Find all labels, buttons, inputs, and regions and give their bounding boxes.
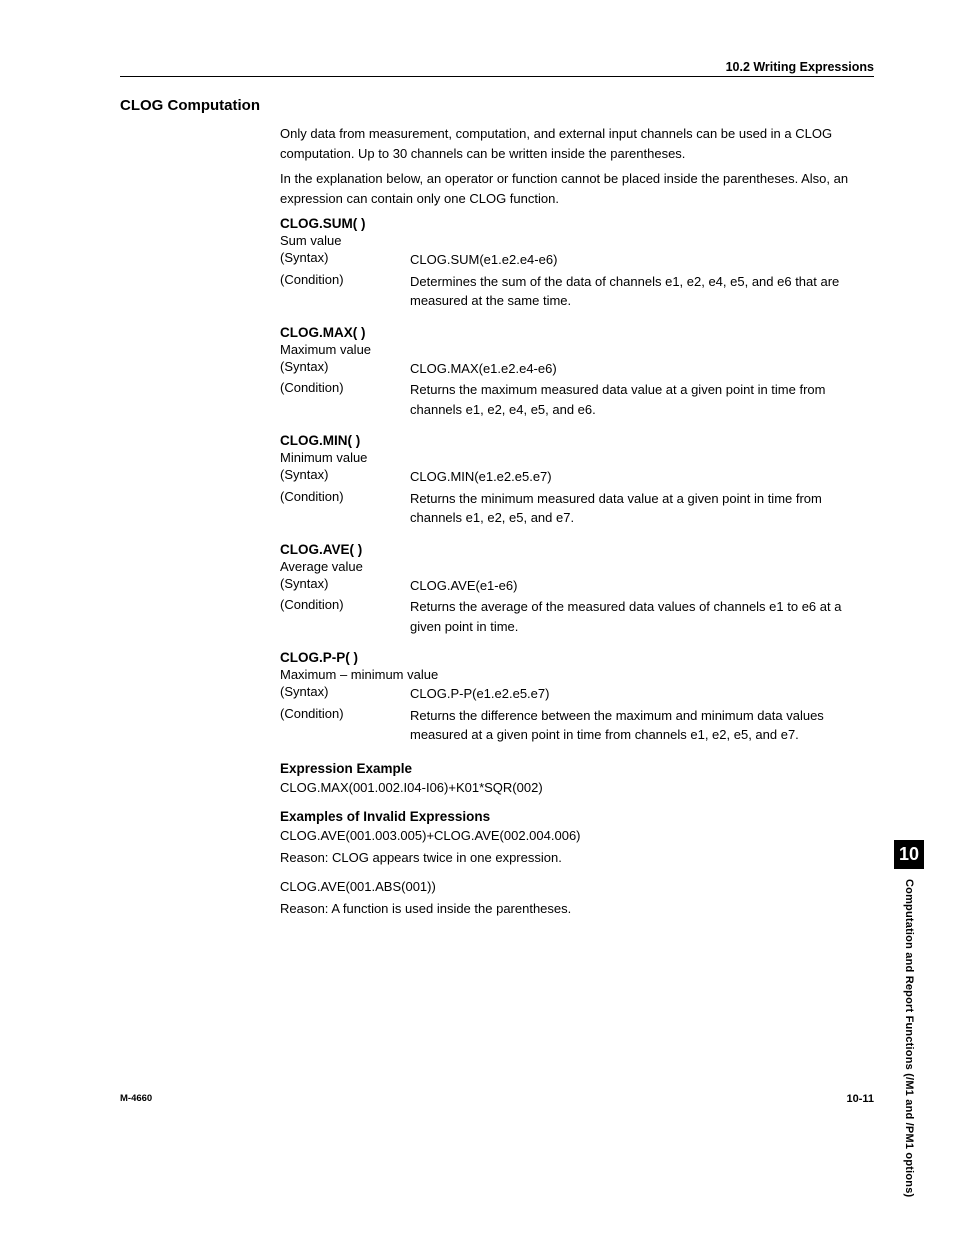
syntax-label: (Syntax) bbox=[280, 467, 410, 487]
footer-left: M-4660 bbox=[120, 1093, 152, 1105]
page-footer: M-4660 10-11 bbox=[120, 1093, 874, 1105]
section-title: CLOG Computation bbox=[120, 97, 874, 114]
syntax-label: (Syntax) bbox=[280, 684, 410, 704]
func-name-pp: CLOG.P-P( ) bbox=[280, 650, 874, 665]
func-name-sum: CLOG.SUM( ) bbox=[280, 216, 874, 231]
condition-label: (Condition) bbox=[280, 706, 410, 745]
condition-value: Returns the difference between the maxim… bbox=[410, 706, 874, 745]
func-subtitle-min: Minimum value bbox=[280, 450, 874, 465]
invalid-line-2: Reason: CLOG appears twice in one expres… bbox=[280, 848, 874, 868]
syntax-label: (Syntax) bbox=[280, 359, 410, 379]
page-header: 10.2 Writing Expressions bbox=[120, 60, 874, 77]
invalid-heading: Examples of Invalid Expressions bbox=[280, 809, 874, 824]
syntax-row: (Syntax) CLOG.MIN(e1.e2.e5.e7) bbox=[280, 467, 874, 487]
func-subtitle-ave: Average value bbox=[280, 559, 874, 574]
condition-row: (Condition) Returns the difference betwe… bbox=[280, 706, 874, 745]
condition-value: Returns the maximum measured data value … bbox=[410, 380, 874, 419]
func-subtitle-sum: Sum value bbox=[280, 233, 874, 248]
condition-label: (Condition) bbox=[280, 489, 410, 528]
syntax-value: CLOG.P-P(e1.e2.e5.e7) bbox=[410, 684, 874, 704]
syntax-row: (Syntax) CLOG.AVE(e1-e6) bbox=[280, 576, 874, 596]
syntax-value: CLOG.MAX(e1.e2.e4-e6) bbox=[410, 359, 874, 379]
syntax-row: (Syntax) CLOG.P-P(e1.e2.e5.e7) bbox=[280, 684, 874, 704]
condition-row: (Condition) Returns the average of the m… bbox=[280, 597, 874, 636]
example-text: CLOG.MAX(001.002.I04-I06)+K01*SQR(002) bbox=[280, 778, 874, 798]
syntax-row: (Syntax) CLOG.SUM(e1.e2.e4-e6) bbox=[280, 250, 874, 270]
func-name-ave: CLOG.AVE( ) bbox=[280, 542, 874, 557]
func-subtitle-max: Maximum value bbox=[280, 342, 874, 357]
example-heading: Expression Example bbox=[280, 761, 874, 776]
func-name-max: CLOG.MAX( ) bbox=[280, 325, 874, 340]
side-tab-number: 10 bbox=[894, 840, 924, 869]
condition-row: (Condition) Returns the minimum measured… bbox=[280, 489, 874, 528]
syntax-row: (Syntax) CLOG.MAX(e1.e2.e4-e6) bbox=[280, 359, 874, 379]
func-name-min: CLOG.MIN( ) bbox=[280, 433, 874, 448]
header-right-text: 10.2 Writing Expressions bbox=[726, 60, 874, 74]
syntax-value: CLOG.AVE(e1-e6) bbox=[410, 576, 874, 596]
syntax-label: (Syntax) bbox=[280, 576, 410, 596]
condition-row: (Condition) Determines the sum of the da… bbox=[280, 272, 874, 311]
invalid-line-4: Reason: A function is used inside the pa… bbox=[280, 899, 874, 919]
invalid-line-3: CLOG.AVE(001.ABS(001)) bbox=[280, 877, 874, 897]
syntax-value: CLOG.SUM(e1.e2.e4-e6) bbox=[410, 250, 874, 270]
condition-value: Returns the minimum measured data value … bbox=[410, 489, 874, 528]
func-subtitle-pp: Maximum – minimum value bbox=[280, 667, 874, 682]
invalid-line-1: CLOG.AVE(001.003.005)+CLOG.AVE(002.004.0… bbox=[280, 826, 874, 846]
condition-label: (Condition) bbox=[280, 272, 410, 311]
condition-value: Determines the sum of the data of channe… bbox=[410, 272, 874, 311]
condition-value: Returns the average of the measured data… bbox=[410, 597, 874, 636]
condition-label: (Condition) bbox=[280, 380, 410, 419]
intro-paragraph-2: In the explanation below, an operator or… bbox=[280, 169, 874, 208]
syntax-value: CLOG.MIN(e1.e2.e5.e7) bbox=[410, 467, 874, 487]
side-tab-text: Computation and Report Functions (/M1 an… bbox=[903, 879, 915, 1197]
side-tab: 10 Computation and Report Functions (/M1… bbox=[894, 840, 924, 1197]
footer-right: 10-11 bbox=[846, 1093, 874, 1105]
condition-row: (Condition) Returns the maximum measured… bbox=[280, 380, 874, 419]
intro-paragraph-1: Only data from measurement, computation,… bbox=[280, 124, 874, 163]
syntax-label: (Syntax) bbox=[280, 250, 410, 270]
condition-label: (Condition) bbox=[280, 597, 410, 636]
